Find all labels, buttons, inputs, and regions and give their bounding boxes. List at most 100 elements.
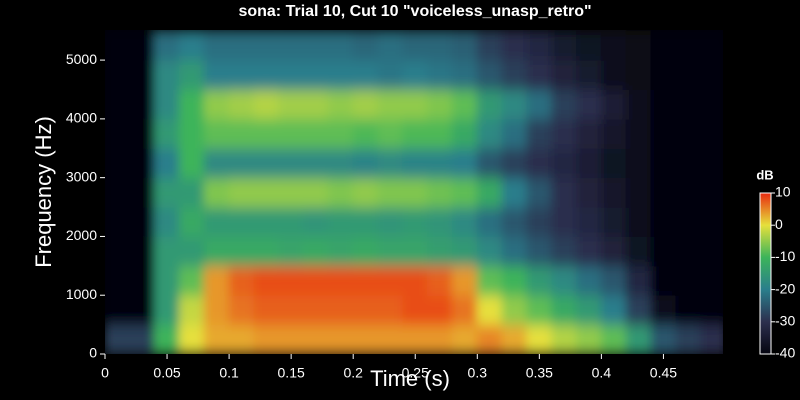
heatmap-cell	[675, 177, 702, 208]
heatmap-cell	[327, 235, 354, 267]
heatmap-cell	[625, 118, 652, 149]
heatmap-cell	[327, 59, 354, 90]
heatmap-cell	[228, 177, 255, 208]
heatmap-cell	[278, 147, 305, 179]
heatmap-cell	[327, 30, 354, 61]
heatmap-cell	[228, 206, 255, 237]
heatmap-cell	[427, 147, 453, 179]
heatmap-cell	[700, 294, 723, 326]
heatmap-cells	[105, 30, 723, 354]
heatmap-cell	[600, 324, 627, 354]
x-tick-label: 0.45	[650, 365, 677, 381]
heatmap-cell	[178, 59, 205, 90]
heatmap-cell	[228, 265, 255, 296]
heatmap-cell	[526, 147, 553, 179]
heatmap-cell	[675, 294, 702, 326]
heatmap-cell	[303, 147, 329, 179]
heatmap-cell	[105, 206, 131, 237]
heatmap-cell	[402, 30, 429, 61]
heatmap-cell	[253, 265, 280, 296]
heatmap-cell	[427, 294, 453, 326]
heatmap-cell	[526, 88, 553, 120]
heatmap-cell	[129, 294, 156, 326]
colorbar-label: dB	[756, 167, 773, 182]
heatmap-cell	[203, 118, 230, 149]
heatmap-cell	[675, 147, 702, 179]
heatmap-cell	[650, 147, 677, 179]
heatmap-cell	[278, 294, 305, 326]
heatmap-cell	[551, 206, 578, 237]
heatmap-cell	[650, 265, 677, 296]
heatmap-cell	[427, 235, 453, 267]
heatmap-cell	[377, 206, 404, 237]
heatmap-cell	[501, 177, 528, 208]
x-tick-label: 0.4	[592, 365, 612, 381]
heatmap-cell	[203, 88, 230, 120]
heatmap-cell	[576, 324, 602, 354]
heatmap-cell	[327, 206, 354, 237]
heatmap-cell	[228, 88, 255, 120]
heatmap-cell	[501, 88, 528, 120]
heatmap-cell	[303, 59, 329, 90]
heatmap-cell	[105, 30, 131, 61]
heatmap-cell	[625, 177, 652, 208]
heatmap-cell	[600, 294, 627, 326]
heatmap-cell	[154, 147, 180, 179]
x-tick-label: 0.1	[219, 365, 239, 381]
heatmap-cell	[476, 206, 503, 237]
heatmap-cell	[228, 147, 255, 179]
heatmap-cell	[402, 147, 429, 179]
heatmap-cell	[576, 147, 602, 179]
heatmap-cell	[377, 294, 404, 326]
heatmap-cell	[600, 265, 627, 296]
heatmap-cell	[203, 294, 230, 326]
heatmap-cell	[551, 294, 578, 326]
heatmap-cell	[303, 324, 329, 354]
heatmap-cell	[203, 206, 230, 237]
heatmap-cell	[253, 147, 280, 179]
heatmap-cell	[625, 265, 652, 296]
heatmap-cell	[551, 59, 578, 90]
heatmap-cell	[476, 235, 503, 267]
heatmap-cell	[278, 206, 305, 237]
heatmap-cell	[600, 177, 627, 208]
heatmap-cell	[377, 235, 404, 267]
chart-title: sona: Trial 10, Cut 10 "voiceless_unasp_…	[238, 3, 591, 20]
heatmap-cell	[451, 235, 478, 267]
heatmap-cell	[352, 235, 379, 267]
heatmap-cell	[352, 177, 379, 208]
heatmap-cell	[129, 265, 156, 296]
heatmap-cell	[576, 294, 602, 326]
heatmap-cell	[625, 147, 652, 179]
heatmap-cell	[228, 324, 255, 354]
heatmap-cell	[303, 177, 329, 208]
heatmap-cell	[203, 30, 230, 61]
y-axis-label: Frequency (Hz)	[31, 116, 56, 268]
heatmap-cell	[228, 59, 255, 90]
heatmap-cell	[675, 265, 702, 296]
heatmap-cell	[427, 265, 453, 296]
heatmap-cell	[377, 30, 404, 61]
heatmap-cell	[600, 118, 627, 149]
heatmap-cell	[253, 59, 280, 90]
heatmap-cell	[253, 235, 280, 267]
heatmap-cell	[427, 88, 453, 120]
heatmap-cell	[105, 324, 131, 354]
heatmap-cell	[253, 177, 280, 208]
heatmap-cell	[476, 118, 503, 149]
heatmap-cell	[501, 147, 528, 179]
x-axis-label: Time (s)	[370, 366, 450, 391]
heatmap-cell	[451, 118, 478, 149]
heatmap-cell	[700, 88, 723, 120]
heatmap-cell	[576, 235, 602, 267]
heatmap-cell	[551, 177, 578, 208]
heatmap-cell	[625, 206, 652, 237]
heatmap-cell	[129, 235, 156, 267]
heatmap-cell	[650, 30, 677, 61]
heatmap-cell	[501, 235, 528, 267]
heatmap-cell	[278, 118, 305, 149]
heatmap-cell	[352, 294, 379, 326]
heatmap-cell	[203, 324, 230, 354]
heatmap-cell	[327, 118, 354, 149]
heatmap-cell	[178, 30, 205, 61]
